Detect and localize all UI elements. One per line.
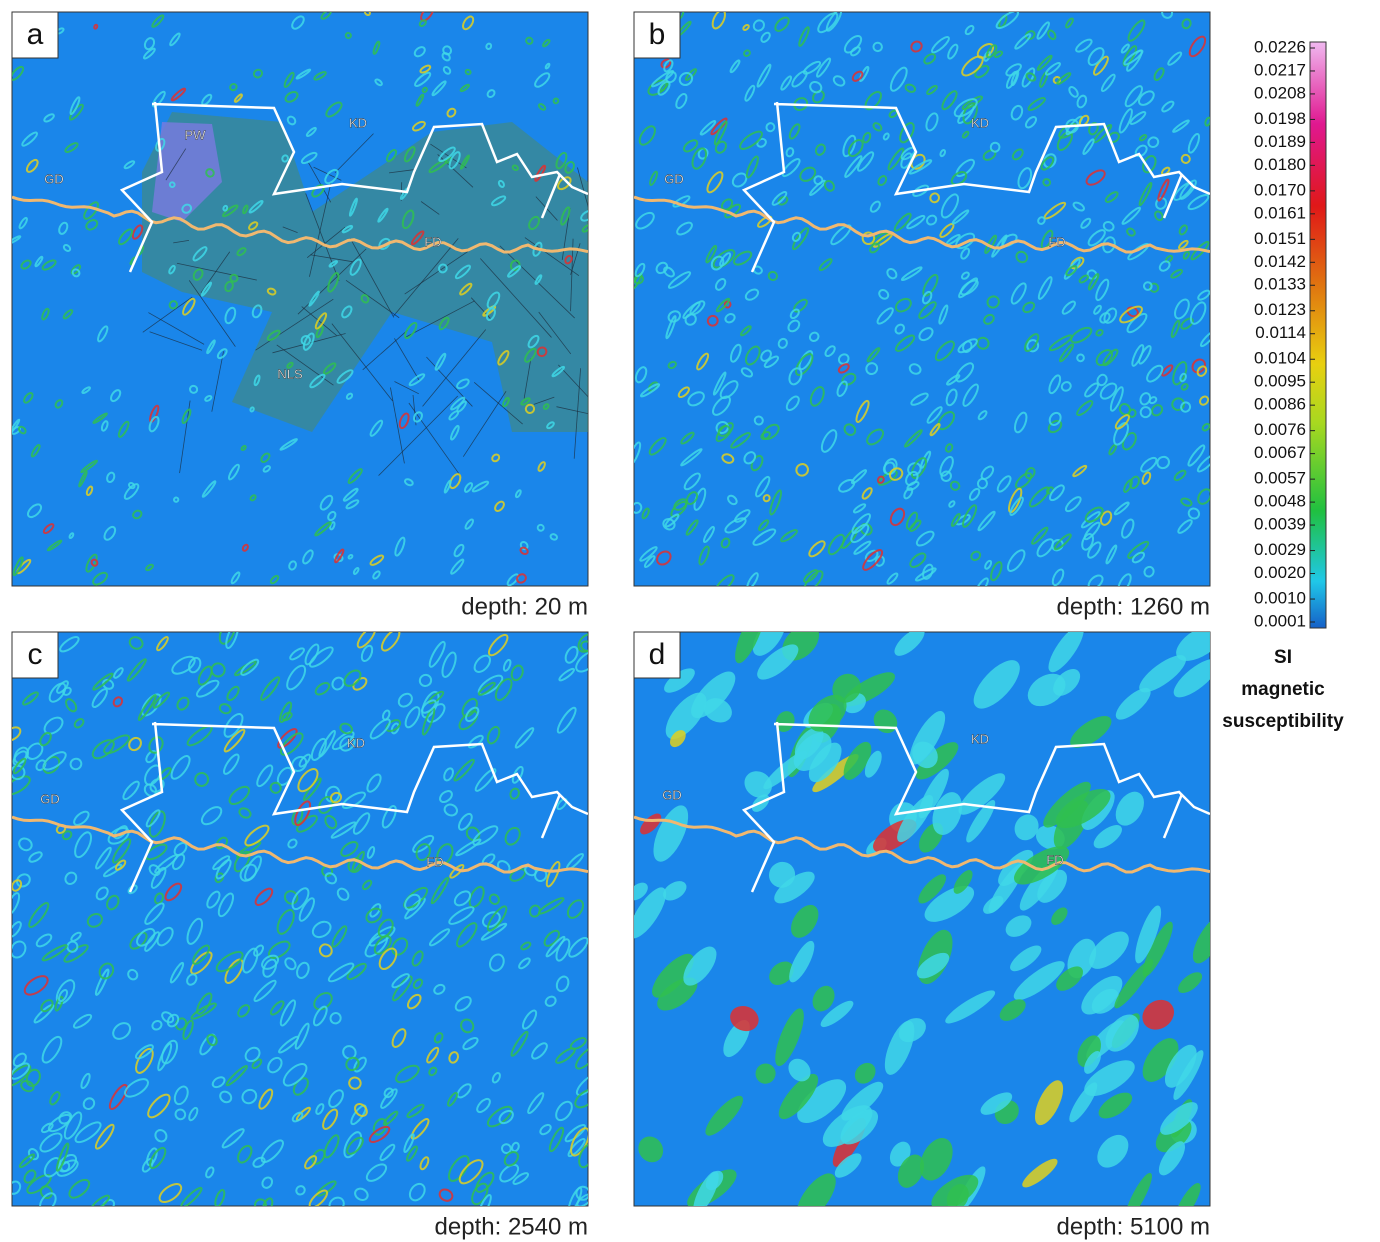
colorbar-tick-label: 0.0076 — [1254, 420, 1306, 439]
map-label: NLS — [277, 366, 303, 381]
map-label: FD — [1046, 852, 1063, 867]
map-label: KD — [971, 115, 989, 130]
map-background — [634, 12, 1210, 586]
colorbar-tick-label: 0.0217 — [1254, 60, 1306, 79]
figure: GD PW KD FD NLS a depth: 20 m GD KD FD b depth: 126… — [0, 0, 1380, 1242]
map-label: PW — [185, 127, 207, 142]
map-label: FD — [424, 234, 441, 249]
map-label: FD — [426, 854, 443, 869]
map-label: FD — [1048, 234, 1065, 249]
colorbar-tick-label: 0.0104 — [1254, 349, 1306, 368]
map-panel: GD KD FD d — [623, 605, 1231, 1227]
panel-letter: d — [649, 638, 666, 671]
depth-label: depth: 2540 m — [435, 1213, 588, 1240]
colorbar-tick-label: 0.0123 — [1254, 300, 1306, 319]
colorbar-tick-label: 0.0198 — [1254, 109, 1306, 128]
map-label: KD — [971, 731, 989, 746]
colorbar-tick-label: 0.0029 — [1254, 540, 1306, 559]
colorbar-title: susceptibility — [1222, 711, 1344, 732]
map-panel: GD KD FD c — [2, 619, 602, 1218]
colorbar-tick-label: 0.0001 — [1254, 611, 1306, 630]
depth-label: depth: 5100 m — [1057, 1213, 1210, 1240]
colorbar-tick-label: 0.0020 — [1254, 563, 1306, 582]
map-label: GD — [40, 791, 60, 806]
depth-label: depth: 1260 m — [1057, 593, 1210, 620]
colorbar-tick-label: 0.0048 — [1254, 492, 1306, 511]
map-panel: GD PW KD FD NLS a — [6, 4, 634, 587]
depth-label: depth: 20 m — [461, 593, 588, 620]
colorbar — [1310, 42, 1326, 628]
colorbar-tick-label: 0.0114 — [1255, 323, 1306, 342]
map-label: GD — [662, 787, 682, 802]
colorbar-tick-label: 0.0086 — [1254, 395, 1306, 414]
panel-letter: a — [27, 18, 44, 51]
colorbar-tick-label: 0.0170 — [1254, 180, 1306, 199]
colorbar-title: magnetic — [1241, 679, 1325, 700]
colorbar-tick-label: 0.0151 — [1254, 229, 1306, 248]
panel-letter: c — [28, 638, 43, 671]
map-label: GD — [664, 171, 684, 186]
figure-canvas: GD PW KD FD NLS a depth: 20 m GD KD FD b depth: 126… — [0, 0, 1380, 1242]
map-panel: GD KD FD b — [627, 4, 1218, 595]
map-label: KD — [347, 735, 365, 750]
colorbar-tick-label: 0.0208 — [1254, 83, 1306, 102]
colorbar-tick-label: 0.0095 — [1254, 372, 1306, 391]
colorbar-tick-label: 0.0133 — [1254, 275, 1306, 294]
colorbar-tick-label: 0.0226 — [1254, 37, 1306, 56]
colorbar-tick-label: 0.0161 — [1254, 203, 1306, 222]
colorbar-tick-label: 0.0180 — [1254, 155, 1306, 174]
colorbar-tick-label: 0.0189 — [1254, 132, 1306, 151]
colorbar-unit: SI — [1274, 647, 1292, 668]
map-label: GD — [44, 171, 64, 186]
colorbar-tick-label: 0.0010 — [1254, 589, 1306, 608]
panel-letter: b — [649, 18, 666, 51]
map-label: KD — [349, 115, 367, 130]
colorbar-tick-label: 0.0067 — [1254, 443, 1306, 462]
colorbar-tick-label: 0.0039 — [1254, 515, 1306, 534]
colorbar-tick-label: 0.0057 — [1254, 469, 1306, 488]
colorbar-tick-label: 0.0142 — [1254, 252, 1306, 271]
